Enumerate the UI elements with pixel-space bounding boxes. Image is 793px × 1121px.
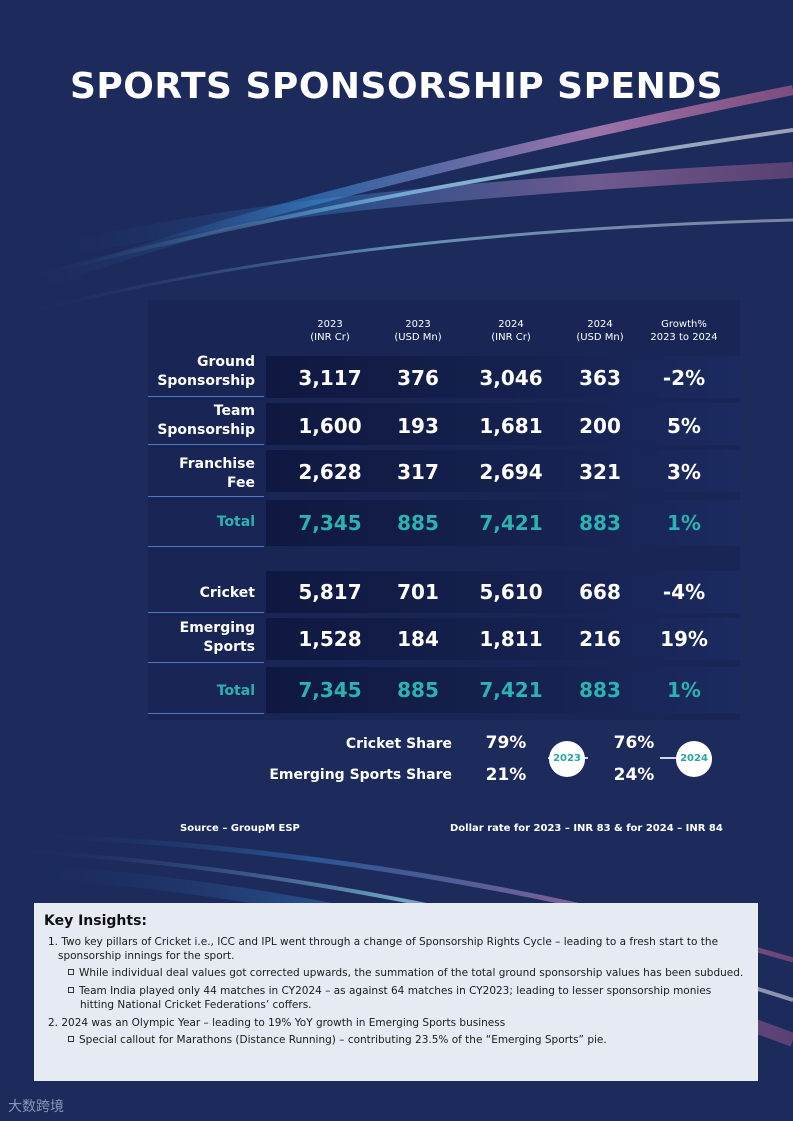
- table-cell: -4%: [662, 580, 706, 604]
- table-cell-total: 1%: [667, 511, 701, 535]
- row-label-total: Total: [216, 514, 255, 530]
- emerging-share-2024: 24%: [613, 765, 655, 785]
- page-title: SPORTS SPONSORSHIP SPENDS: [69, 66, 724, 107]
- table-cell: 3,046: [479, 366, 543, 390]
- table-row-total: [266, 667, 740, 713]
- square-bullet-icon: [68, 1036, 74, 1042]
- column-header: Growth% 2023 to 2024: [650, 319, 718, 343]
- table-cell: 216: [579, 627, 621, 651]
- table-row: [266, 403, 740, 445]
- key-insights-box: Key Insights: 1. Two key pillars of Cric…: [34, 903, 758, 1081]
- column-header: 2024 (INR Cr): [491, 319, 531, 343]
- year-badge-2024: 2024: [676, 741, 712, 777]
- divider: [148, 396, 264, 397]
- watermark: 大数跨境: [8, 1099, 64, 1115]
- insight-point: 2. 2024 was an Olympic Year – leading to…: [48, 1017, 506, 1029]
- table-cell: 701: [397, 580, 439, 604]
- divider: [148, 546, 264, 547]
- table-cell: 363: [579, 366, 621, 390]
- table-cell-total: 885: [397, 511, 439, 535]
- insights-heading: Key Insights:: [44, 913, 148, 929]
- table-cell-total: 7,421: [479, 511, 543, 535]
- table-cell-total: 883: [579, 678, 621, 702]
- table-cell: 5,817: [298, 580, 362, 604]
- table-cell-total: 885: [397, 678, 439, 702]
- row-label: Cricket: [199, 585, 255, 601]
- source-note: Source – GroupM ESP: [180, 823, 300, 834]
- emerging-share-label: Emerging Sports Share: [269, 767, 452, 783]
- divider: [148, 612, 264, 613]
- table-cell-total: 7,345: [298, 678, 362, 702]
- table-row: [266, 618, 740, 660]
- divider: [148, 662, 264, 663]
- table-cell: 19%: [660, 627, 708, 651]
- table-cell: 668: [579, 580, 621, 604]
- emerging-share-2023: 21%: [485, 765, 527, 785]
- table-cell-total: 1%: [667, 678, 701, 702]
- table-cell: 5,610: [479, 580, 543, 604]
- row-label: Team Sponsorship: [157, 403, 255, 438]
- table-cell: 5%: [667, 414, 701, 438]
- table-cell-total: 7,345: [298, 511, 362, 535]
- year-badge-2023: 2023: [549, 741, 585, 777]
- insight-subpoint: Special callout for Marathons (Distance …: [44, 1033, 748, 1047]
- column-header: 2023 (USD Mn): [394, 319, 442, 343]
- table-cell: 3,117: [298, 366, 362, 390]
- table-cell: 317: [397, 460, 439, 484]
- table-cell-total: 883: [579, 511, 621, 535]
- table-row: [266, 356, 740, 398]
- table-cell-total: 7,421: [479, 678, 543, 702]
- square-bullet-icon: [68, 969, 74, 975]
- insight-point: 1. Two key pillars of Cricket i.e., ICC …: [48, 936, 719, 962]
- dollar-rate-note: Dollar rate for 2023 – INR 83 & for 2024…: [450, 823, 723, 834]
- table-row-total: [266, 500, 740, 546]
- column-header: 2024 (USD Mn): [576, 319, 624, 343]
- table-cell: 3%: [667, 460, 701, 484]
- cricket-share-2024: 76%: [613, 733, 655, 753]
- insight-subpoint: While individual deal values got correct…: [44, 966, 748, 980]
- table-cell: 193: [397, 414, 439, 438]
- row-label-total: Total: [216, 683, 255, 699]
- row-label: Franchise Fee: [179, 456, 255, 491]
- insight-subpoint: Team India played only 44 matches in CY2…: [44, 984, 748, 1012]
- table-cell: 200: [579, 414, 621, 438]
- table-cell: 1,528: [298, 627, 362, 651]
- table-cell: 1,811: [479, 627, 543, 651]
- table-cell: -2%: [662, 366, 706, 390]
- row-label: Emerging Sports: [179, 620, 255, 655]
- row-label: Ground Sponsorship: [157, 354, 255, 389]
- table-row: [266, 571, 740, 613]
- table-cell: 2,694: [479, 460, 543, 484]
- table-cell: 1,681: [479, 414, 543, 438]
- column-header: 2023 (INR Cr): [310, 319, 350, 343]
- cricket-share-2023: 79%: [485, 733, 527, 753]
- table-cell: 184: [397, 627, 439, 651]
- divider: [148, 496, 264, 497]
- table-cell: 1,600: [298, 414, 362, 438]
- table-cell: 321: [579, 460, 621, 484]
- divider: [148, 444, 264, 445]
- table-cell: 376: [397, 366, 439, 390]
- square-bullet-icon: [68, 987, 74, 993]
- table-row: [266, 450, 740, 492]
- table-cell: 2,628: [298, 460, 362, 484]
- cricket-share-label: Cricket Share: [345, 736, 452, 752]
- divider: [148, 713, 264, 714]
